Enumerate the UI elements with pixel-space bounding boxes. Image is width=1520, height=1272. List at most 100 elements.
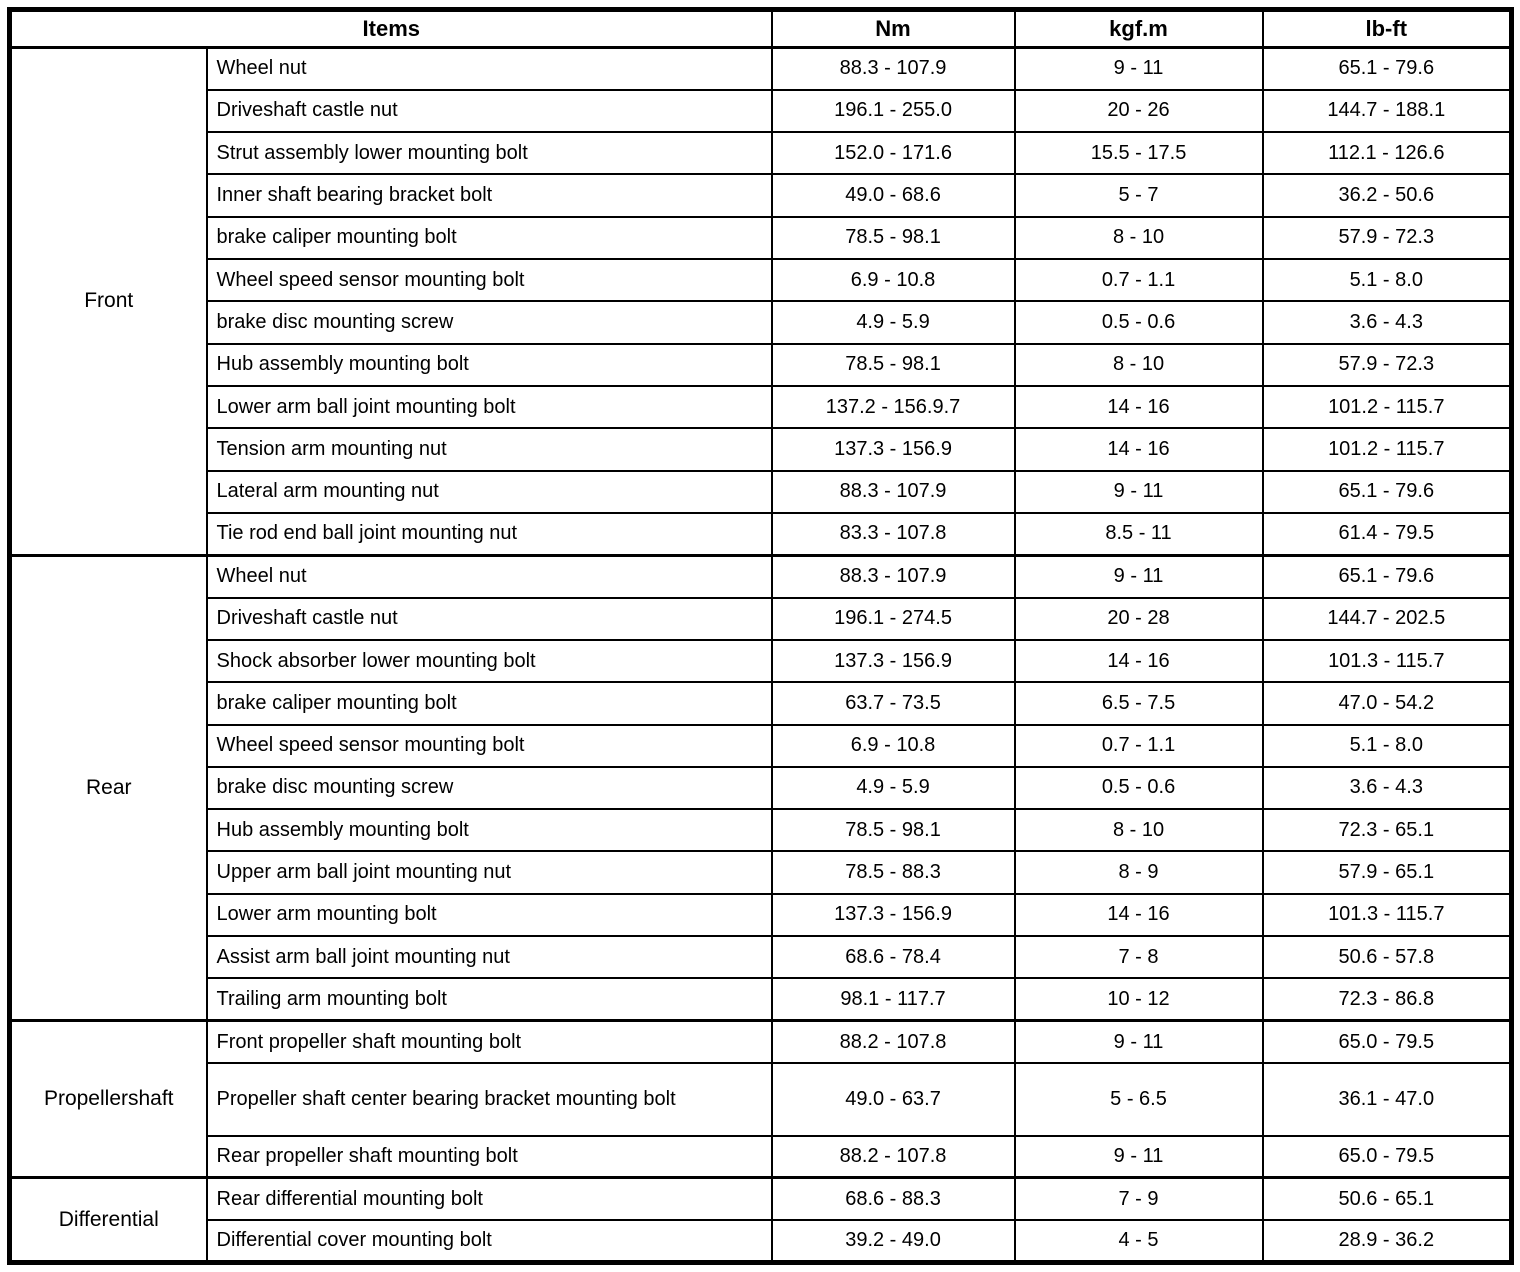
kgfm-value-cell: 0.5 - 0.6 <box>1013 765 1264 811</box>
table-row: brake caliper mounting bolt 78.5 - 98.1 8 … <box>10 215 1513 261</box>
lbft-value-cell: 57.9 - 65.1 <box>1261 850 1513 895</box>
kgfm-value-cell: 10 - 12 <box>1013 977 1264 1022</box>
table-row: Propellershaft Front propeller shaft moun… <box>8 1019 1513 1179</box>
lbft-value-cell: 50.6 - 57.8 <box>1261 935 1513 980</box>
lbft-value-cell: 72.3 - 86.8 <box>1261 977 1513 1022</box>
table-row: Tie rod end ball joint mounting nut 83.3 … <box>10 511 1513 557</box>
item-cell: brake caliper mounting bolt <box>205 215 773 261</box>
lbft-value-cell: 57.9 - 72.3 <box>1261 215 1513 261</box>
item-cell: Hub assembly mounting bolt <box>205 342 773 388</box>
lbft-value-cell: 47.0 - 54.2 <box>1261 681 1513 726</box>
kgfm-value-cell: 8 - 9 <box>1013 850 1264 895</box>
lbft-value-cell: 5.1 - 8.0 <box>1261 258 1513 303</box>
kgfm-value-cell: 14 - 16 <box>1013 892 1264 938</box>
lbft-value-cell: 57.9 - 72.3 <box>1261 342 1513 388</box>
item-cell: Differential cover mounting bolt <box>205 1219 773 1264</box>
lbft-value-cell: 3.6 - 4.3 <box>1261 300 1513 345</box>
kgfm-value-cell: 7 - 9 <box>1013 1176 1264 1222</box>
category-cell: Rear <box>8 553 208 1022</box>
nm-value-cell: 88.3 - 107.9 <box>770 469 1016 514</box>
category-cell: Differential <box>8 1176 208 1264</box>
kgfm-value-cell: 4 - 5 <box>1013 1219 1264 1264</box>
table-row: Front Wheel nut 88.3 - 107.9 9 - 11 65.1 - 7… <box>8 46 1513 557</box>
item-cell: brake caliper mounting bolt <box>205 681 773 726</box>
kgfm-value-cell: 20 - 28 <box>1013 596 1264 641</box>
nm-value-cell: 98.1 - 117.7 <box>770 977 1016 1022</box>
item-cell: Shock absorber lower mounting bolt <box>205 638 773 684</box>
item-cell: Wheel nut <box>205 46 773 91</box>
table-row: Rear propeller shaft mounting bolt 88.2 -… <box>10 1134 1513 1179</box>
item-cell: Lower arm mounting bolt <box>205 892 773 938</box>
kgfm-value-cell: 9 - 11 <box>1013 1134 1264 1179</box>
kgfm-value-cell: 20 - 26 <box>1013 88 1264 134</box>
lbft-value-cell: 101.2 - 115.7 <box>1261 427 1513 472</box>
lbft-value-cell: 65.1 - 79.6 <box>1261 46 1513 91</box>
nm-value-cell: 137.3 - 156.9 <box>770 427 1016 472</box>
kgfm-value-cell: 9 - 11 <box>1013 1019 1264 1065</box>
item-cell: Driveshaft castle nut <box>205 88 773 134</box>
item-cell: Tie rod end ball joint mounting nut <box>205 511 773 557</box>
kgfm-value-cell: 8 - 10 <box>1013 342 1264 388</box>
item-cell: Assist arm ball joint mounting nut <box>205 935 773 980</box>
nm-value-cell: 78.5 - 88.3 <box>770 850 1016 895</box>
kgfm-value-cell: 14 - 16 <box>1013 384 1264 430</box>
nm-value-cell: 6.9 - 10.8 <box>770 258 1016 303</box>
nm-value-cell: 152.0 - 171.6 <box>770 131 1016 176</box>
item-cell: Upper arm ball joint mounting nut <box>205 850 773 895</box>
item-cell: Propeller shaft center bearing bracket m… <box>205 1062 773 1137</box>
kgfm-value-cell: 6.5 - 7.5 <box>1013 681 1264 726</box>
lbft-value-cell: 5.1 - 8.0 <box>1261 723 1513 768</box>
lbft-value-cell: 144.7 - 188.1 <box>1261 88 1513 134</box>
item-cell: Wheel speed sensor mounting bolt <box>205 258 773 303</box>
item-cell: Rear propeller shaft mounting bolt <box>205 1134 773 1179</box>
nm-value-cell: 4.9 - 5.9 <box>770 300 1016 345</box>
lbft-value-cell: 36.2 - 50.6 <box>1261 173 1513 218</box>
item-cell: Trailing arm mounting bolt <box>205 977 773 1022</box>
nm-value-cell: 83.3 - 107.8 <box>770 511 1016 557</box>
lbft-value-cell: 3.6 - 4.3 <box>1261 765 1513 811</box>
table-row: Propeller shaft center bearing bracket m… <box>10 1062 1513 1137</box>
column-header-nm: Nm <box>770 8 1016 49</box>
lbft-value-cell: 65.0 - 79.5 <box>1261 1019 1513 1065</box>
nm-value-cell: 88.3 - 107.9 <box>770 46 1016 91</box>
kgfm-value-cell: 14 - 16 <box>1013 638 1264 684</box>
kgfm-value-cell: 9 - 11 <box>1013 469 1264 514</box>
table-row: Trailing arm mounting bolt 98.1 - 117.7 10… <box>10 977 1513 1022</box>
item-cell: brake disc mounting screw <box>205 300 773 345</box>
nm-value-cell: 68.6 - 88.3 <box>770 1176 1016 1222</box>
nm-value-cell: 196.1 - 255.0 <box>770 88 1016 134</box>
table-row: Tension arm mounting nut 137.3 - 156.9 14 … <box>10 427 1513 472</box>
lbft-value-cell: 65.1 - 79.6 <box>1261 469 1513 514</box>
nm-value-cell: 137.3 - 156.9 <box>770 892 1016 938</box>
column-header-kgfm: kgf.m <box>1013 8 1264 49</box>
item-cell: Wheel nut <box>205 553 773 599</box>
kgfm-value-cell: 8.5 - 11 <box>1013 511 1264 557</box>
table-row: Assist arm ball joint mounting nut 68.6 -… <box>10 935 1513 980</box>
table-row: Lower arm mounting bolt 137.3 - 156.9 14 -… <box>10 892 1513 938</box>
table-row: Hub assembly mounting bolt 78.5 - 98.1 8 -… <box>10 808 1513 853</box>
nm-value-cell: 49.0 - 63.7 <box>770 1062 1016 1137</box>
item-cell: Inner shaft bearing bracket bolt <box>205 173 773 218</box>
table-row: Strut assembly lower mounting bolt 152.0 … <box>10 131 1513 176</box>
lbft-value-cell: 101.2 - 115.7 <box>1261 384 1513 430</box>
nm-value-cell: 39.2 - 49.0 <box>770 1219 1016 1264</box>
lbft-value-cell: 101.3 - 115.7 <box>1261 892 1513 938</box>
table-row: Lateral arm mounting nut 88.3 - 107.9 9 - … <box>10 469 1513 514</box>
table-row: Inner shaft bearing bracket bolt 49.0 - 6… <box>10 173 1513 218</box>
lbft-value-cell: 72.3 - 65.1 <box>1261 808 1513 853</box>
kgfm-value-cell: 8 - 10 <box>1013 808 1264 853</box>
item-cell: Lower arm ball joint mounting bolt <box>205 384 773 430</box>
table-row: brake disc mounting screw 4.9 - 5.9 0.5 - … <box>10 765 1513 811</box>
nm-value-cell: 137.2 - 156.9.7 <box>770 384 1016 430</box>
lbft-value-cell: 36.1 - 47.0 <box>1261 1062 1513 1137</box>
nm-value-cell: 78.5 - 98.1 <box>770 215 1016 261</box>
table-body: Front Wheel nut 88.3 - 107.9 9 - 11 65.1 - 7… <box>8 46 1513 1264</box>
table-row: Driveshaft castle nut 196.1 - 255.0 20 - 2… <box>10 88 1513 134</box>
kgfm-value-cell: 0.5 - 0.6 <box>1013 300 1264 345</box>
kgfm-value-cell: 0.7 - 1.1 <box>1013 258 1264 303</box>
table-row: Wheel speed sensor mounting bolt 6.9 - 10… <box>10 723 1513 768</box>
kgfm-value-cell: 15.5 - 17.5 <box>1013 131 1264 176</box>
nm-value-cell: 6.9 - 10.8 <box>770 723 1016 768</box>
table-row: Lower arm ball joint mounting bolt 137.2 … <box>10 384 1513 430</box>
table-header: Items Nm kgf.m lb-ft <box>8 8 1513 49</box>
